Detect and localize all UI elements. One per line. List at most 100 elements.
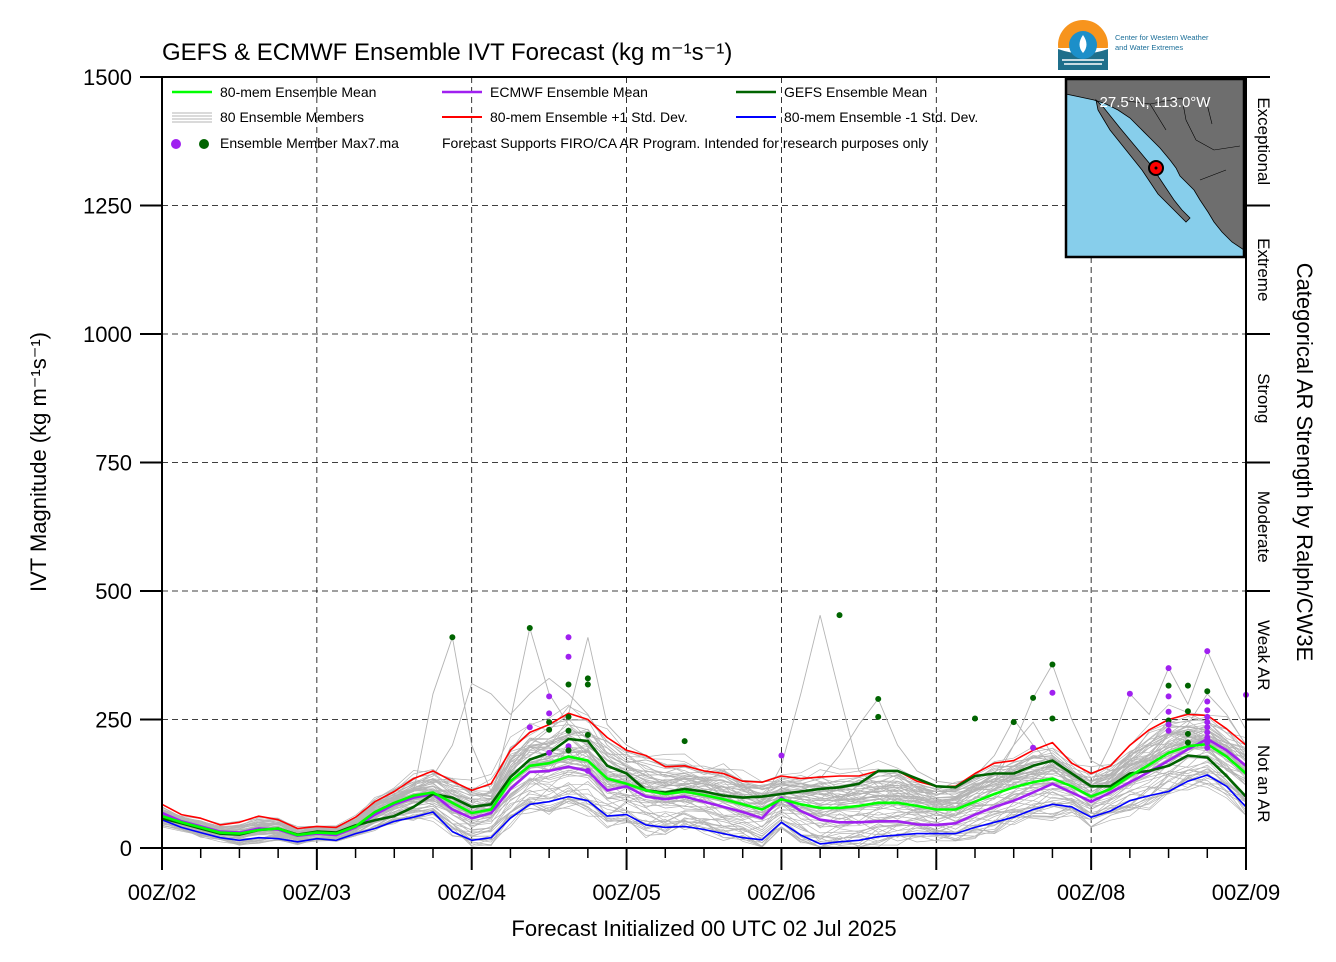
y-tick-label: 500 xyxy=(95,579,132,604)
gefs-max-point xyxy=(565,747,572,754)
y-tick-label: 1250 xyxy=(83,194,132,219)
ensemble-member-line xyxy=(161,677,1247,831)
grid-lines xyxy=(162,77,1246,848)
gefs-max-point xyxy=(1165,682,1172,689)
gefs-max-point xyxy=(875,713,882,720)
y-tick-label: 1500 xyxy=(83,65,132,90)
ecmwf-max-point xyxy=(1204,739,1211,746)
gefs-max-point xyxy=(584,731,591,738)
series-line-80-mem-ensemble-mean xyxy=(161,742,1247,837)
gefs-max-point xyxy=(1049,715,1056,722)
ensemble-member-line xyxy=(161,782,1247,848)
ensemble-member-line xyxy=(161,728,1247,832)
chart-title: GEFS & ECMWF Ensemble IVT Forecast (kg m… xyxy=(162,39,732,66)
ar-category-axis: Not an AR Weak AR Moderate Strong Extreme Exc… xyxy=(1246,76,1273,823)
inset-map-baja-peninsula xyxy=(1095,98,1191,223)
ecmwf-max-point xyxy=(584,767,591,774)
category-label: Weak AR xyxy=(1254,620,1273,691)
y-tick-label: 0 xyxy=(120,836,132,861)
ecmwf-max-point xyxy=(1165,721,1172,728)
gefs-max-point xyxy=(1184,708,1191,715)
logo-text-line2: and Water Extremes xyxy=(1115,43,1183,52)
ecmwf-max-point xyxy=(1204,719,1211,726)
inset-map-frame xyxy=(1064,77,1246,259)
legend-dot-gefs xyxy=(199,139,209,149)
legend: 80-mem Ensemble Mean ECMWF Ensemble Mean… xyxy=(171,84,978,151)
series-line-80-mem-ensemble-1-std-dev xyxy=(161,712,1247,830)
y-tick-label: 750 xyxy=(95,451,132,476)
x-tick-label: 00Z/04 xyxy=(437,880,506,905)
logo-text-line1: Center for Western Weather xyxy=(1115,33,1209,42)
ecmwf-max-point xyxy=(1049,689,1056,696)
ecmwf-max-point xyxy=(1165,665,1172,672)
gefs-max-point xyxy=(681,738,688,745)
gefs-max-point xyxy=(526,625,533,632)
ecmwf-max-point xyxy=(546,749,553,756)
legend-label-ensemble-mean: 80-mem Ensemble Mean xyxy=(220,84,376,100)
gefs-max-point xyxy=(1184,682,1191,689)
ecmwf-max-point xyxy=(1204,724,1211,731)
inset-map-mainland xyxy=(1065,78,1245,251)
gefs-max-point xyxy=(1030,694,1037,701)
ecmwf-max-point xyxy=(565,634,572,641)
gefs-max-point xyxy=(1184,730,1191,737)
gefs-max-point xyxy=(546,719,553,726)
gefs-max-point xyxy=(1204,688,1211,695)
ecmwf-max-point xyxy=(1165,727,1172,734)
gefs-max-point xyxy=(584,681,591,688)
legend-label-gefs-mean: GEFS Ensemble Mean xyxy=(784,84,927,100)
x-tick-label: 00Z/03 xyxy=(283,880,352,905)
y-tick-label: 250 xyxy=(95,708,132,733)
ensemble-member-line xyxy=(161,764,1247,842)
ensemble-member-line xyxy=(161,729,1247,833)
ensemble-member-line xyxy=(161,704,1247,827)
gefs-max-point xyxy=(546,726,553,733)
gefs-max-point xyxy=(584,675,591,682)
gefs-max-point xyxy=(1049,661,1056,668)
series-lines xyxy=(161,712,1247,845)
gefs-max-point xyxy=(449,634,456,641)
cw3e-logo: Center for Western Weather and Water Ext… xyxy=(1058,20,1209,70)
gefs-max-point xyxy=(565,681,572,688)
ecmwf-max-point xyxy=(1204,734,1211,741)
ecmwf-max-point xyxy=(1204,698,1211,705)
ensemble-member-line xyxy=(161,768,1247,844)
ecmwf-max-point xyxy=(526,724,533,731)
ecmwf-max-point xyxy=(565,653,572,660)
ecmwf-max-point xyxy=(1204,707,1211,714)
x-tick-label: 00Z/07 xyxy=(902,880,971,905)
legend-swatch-members xyxy=(172,112,212,123)
x-tick-label: 00Z/06 xyxy=(747,880,816,905)
ecmwf-max-point xyxy=(1126,690,1133,697)
series-line-80-mem-ensemble-1-std-dev xyxy=(161,774,1247,845)
right-axis-label: Categorical AR Strength by Ralph/CW3E xyxy=(1292,263,1317,662)
gefs-max-point xyxy=(875,695,882,702)
gefs-max-point xyxy=(1184,739,1191,746)
ecmwf-max-point xyxy=(546,693,553,700)
legend-label-plus-std: 80-mem Ensemble +1 Std. Dev. xyxy=(490,109,688,125)
y-axis-label: IVT Magnitude (kg m⁻¹s⁻¹) xyxy=(26,332,51,592)
ecmwf-max-point xyxy=(1204,648,1211,655)
ecmwf-max-point xyxy=(1165,693,1172,700)
legend-label-members: 80 Ensemble Members xyxy=(220,109,364,125)
ensemble-member-line xyxy=(161,757,1247,838)
ecmwf-max-point xyxy=(778,752,785,759)
legend-label-minus-std: 80-mem Ensemble -1 Std. Dev. xyxy=(784,109,978,125)
gefs-max-point xyxy=(565,727,572,734)
ecmwf-max-point xyxy=(565,743,572,750)
x-tick-label: 00Z/08 xyxy=(1057,880,1126,905)
legend-note: Forecast Supports FIRO/CA AR Program. In… xyxy=(442,135,928,151)
x-axis-label: Forecast Initialized 00 UTC 02 Jul 2025 xyxy=(511,916,896,941)
gefs-max-point xyxy=(565,713,572,720)
category-label: Not an AR xyxy=(1254,745,1273,823)
gefs-max-point xyxy=(1010,719,1017,726)
ecmwf-max-point xyxy=(1165,708,1172,715)
ensemble-member-line xyxy=(161,627,1247,838)
ensemble-member-line xyxy=(161,733,1247,833)
legend-label-ecmwf-mean: ECMWF Ensemble Mean xyxy=(490,84,648,100)
inset-map: 27.5°N, 113.0°W xyxy=(1064,77,1246,259)
ensemble-member-line xyxy=(161,725,1247,830)
ecmwf-max-point xyxy=(1030,744,1037,751)
x-tick-label: 00Z/02 xyxy=(128,880,197,905)
